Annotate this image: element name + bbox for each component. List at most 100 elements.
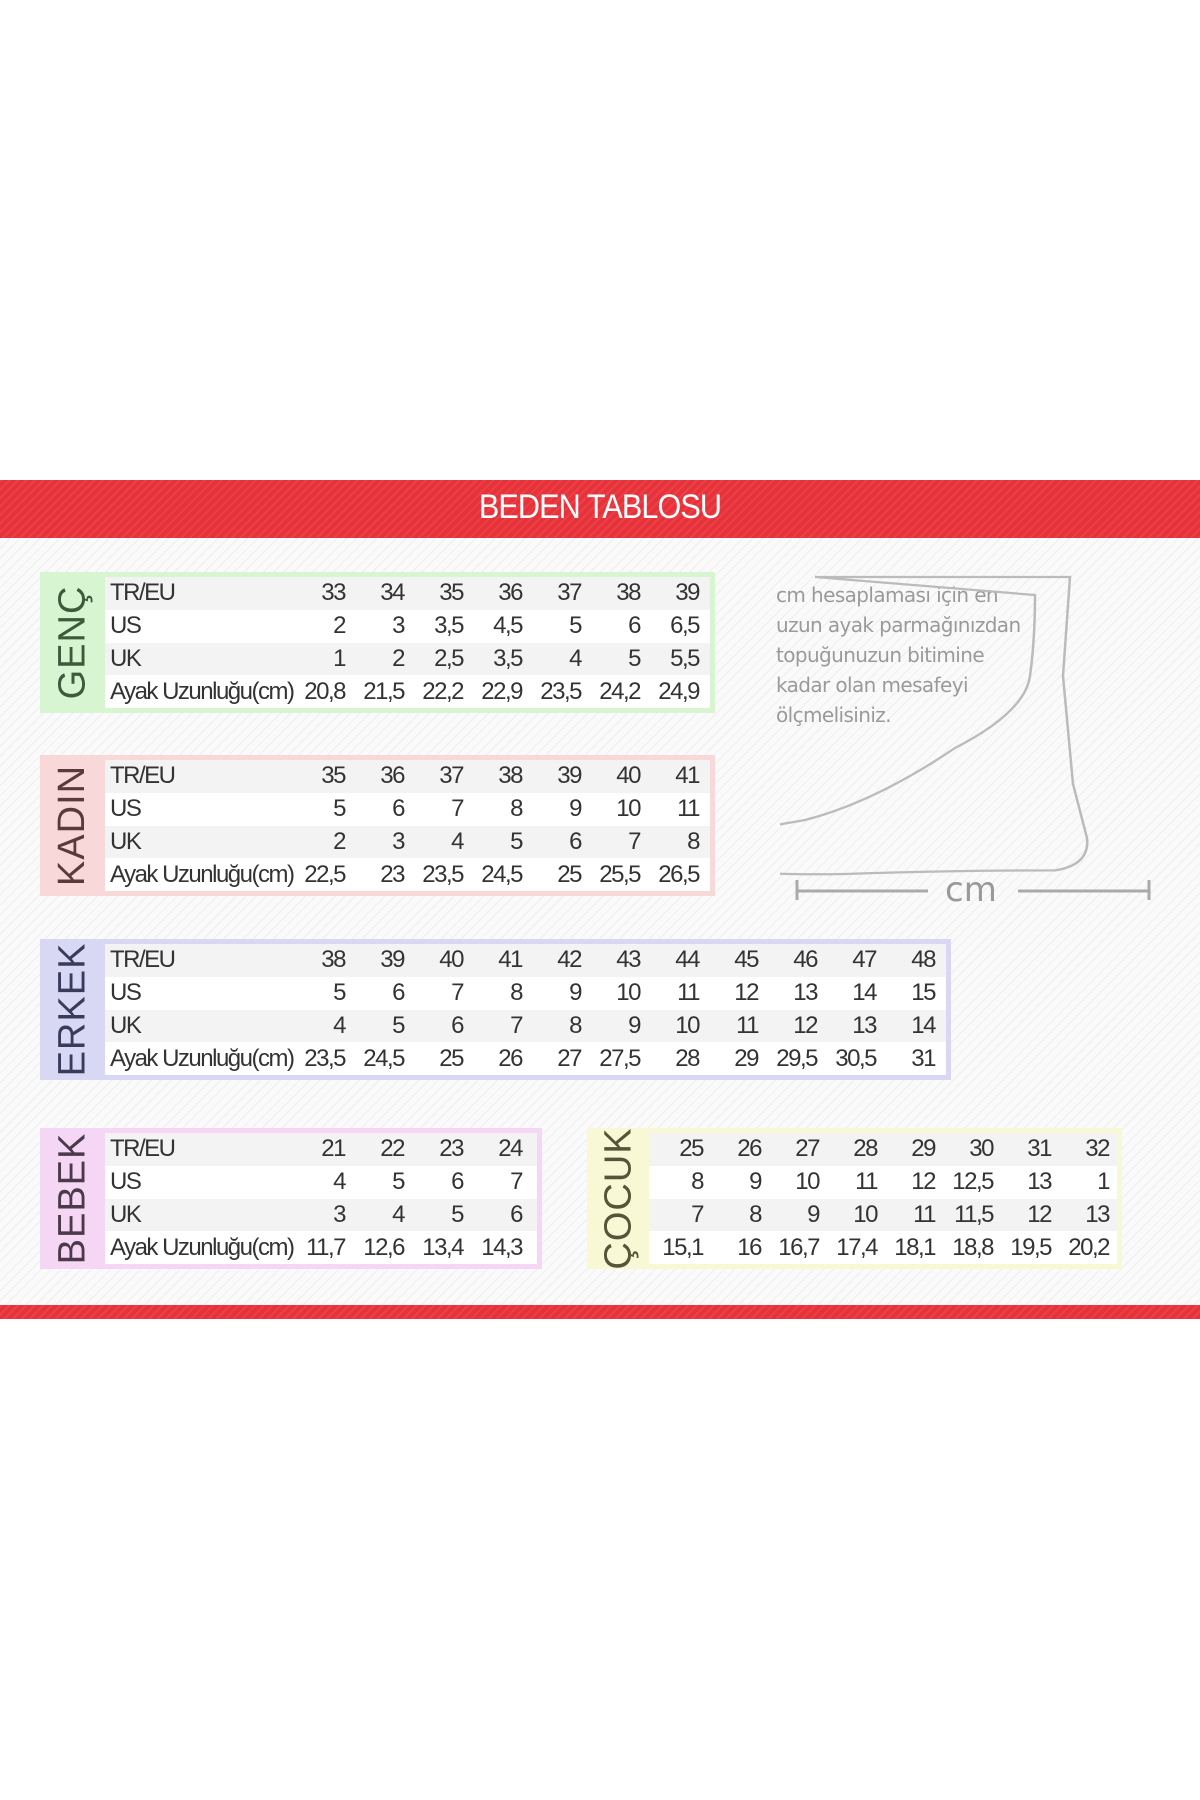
table-cell: 6: [628, 612, 641, 640]
table-cell: 12,5: [952, 1168, 994, 1196]
row-label: TR/EU: [110, 762, 176, 790]
table-cell: 21,5: [363, 677, 405, 705]
table-cell: 1: [333, 644, 346, 672]
size-table: TR/EU 33 34 35 36 37 38 39 US 2 3 3,5 4,5 5 6 6,5 UK 1 2 2,…: [105, 577, 710, 708]
table-cell: 38: [616, 579, 641, 607]
row-label: US: [110, 795, 142, 823]
table-row: Ayak Uzunluğu(cm) 22,5 23 23,5 24,5 25 25,5 26,…: [105, 858, 710, 891]
table-cell: 11: [913, 1200, 936, 1228]
table-cell: 9: [749, 1168, 762, 1196]
table-cell: 9: [807, 1200, 820, 1228]
table-cell: 10: [853, 1200, 878, 1228]
table-cell: 8: [510, 795, 523, 823]
table-cell: 21: [321, 1135, 346, 1163]
table-row: UK 4 5 6 7 8 9 10 11 12 13 14: [105, 1009, 946, 1043]
table-cell: 13: [793, 979, 818, 1007]
category-label: BEBEK: [40, 1128, 105, 1269]
table-cell: 2,5: [434, 644, 464, 672]
table-row: 15,1 16 16,7 17,4 18,1 18,8 19,5 20,2: [649, 1231, 1117, 1264]
table-cell: 11,5: [954, 1200, 994, 1228]
cm-label: cm: [945, 870, 997, 910]
table-cell: 48: [911, 946, 936, 974]
table-cell: 23: [380, 860, 405, 888]
table-cell: 6,5: [670, 612, 700, 640]
table-cell: 3,5: [493, 644, 523, 672]
table-cell: 11,7: [306, 1233, 346, 1261]
table-cell: 6: [569, 827, 582, 855]
table-cell: 7: [510, 1011, 523, 1039]
table-row: 7 8 9 10 11 11,5 12 13: [649, 1198, 1117, 1232]
row-label: UK: [110, 644, 142, 672]
table-cell: 6: [392, 979, 405, 1007]
table-cell: 39: [557, 762, 582, 790]
table-cell: 2: [333, 612, 346, 640]
category-label: GENÇ: [40, 572, 105, 713]
category-label-text: GENÇ: [51, 585, 94, 700]
table-row: US 5 6 7 8 9 10 11: [105, 793, 710, 826]
row-label: TR/EU: [110, 946, 176, 974]
table-cell: 32: [1085, 1135, 1110, 1163]
table-cell: 23: [439, 1135, 464, 1163]
table-cell: 34: [380, 579, 405, 607]
size-table-cocuk: ÇOCUK 25 26 27 28 29 30 31 32 8 9 10 11 12 12,5 13 1 7 8 9 1…: [587, 1127, 1122, 1270]
table-cell: 39: [380, 946, 405, 974]
table-cell: 23,5: [540, 677, 582, 705]
table-cell: 7: [510, 1168, 523, 1196]
table-cell: 8: [687, 827, 700, 855]
table-cell: 1: [1097, 1168, 1110, 1196]
table-cell: 29: [734, 1044, 759, 1072]
table-cell: 5: [333, 795, 346, 823]
table-cell: 7: [628, 827, 641, 855]
table-row: Ayak Uzunluğu(cm) 11,7 12,6 13,4 14,3: [105, 1231, 537, 1264]
table-cell: 5: [628, 644, 641, 672]
table-cell: 22,5: [304, 860, 346, 888]
row-label: UK: [110, 827, 142, 855]
table-cell: 20,8: [304, 677, 346, 705]
table-cell: 15,1: [662, 1233, 704, 1261]
row-label: Ayak Uzunluğu(cm): [110, 1233, 295, 1261]
size-table-bebek: BEBEK TR/EU 21 22 23 24 US 4 5 6 7 UK 3 4 5 6 Ayak Uzunl…: [40, 1128, 542, 1269]
row-label: US: [110, 979, 142, 1007]
table-cell: 22,2: [422, 677, 464, 705]
table-cell: 13: [1085, 1200, 1110, 1228]
table-cell: 23,5: [304, 1044, 346, 1072]
table-cell: 37: [557, 579, 582, 607]
table-cell: 41: [675, 762, 700, 790]
row-label: UK: [110, 1011, 142, 1039]
table-cell: 29: [911, 1135, 936, 1163]
table-row: Ayak Uzunluğu(cm) 20,8 21,5 22,2 22,9 23,5 24,…: [105, 675, 710, 708]
table-cell: 36: [380, 762, 405, 790]
table-cell: 25: [679, 1135, 704, 1163]
table-cell: 27: [795, 1135, 820, 1163]
table-cell: 30: [969, 1135, 994, 1163]
page-title: BEDEN TABLOSU: [478, 488, 722, 526]
row-label: Ayak Uzunluğu(cm): [110, 860, 295, 888]
table-cell: 6: [451, 1168, 464, 1196]
table-cell: 10: [616, 795, 641, 823]
table-cell: 16,7: [778, 1233, 820, 1261]
table-cell: 37: [439, 762, 464, 790]
table-cell: 24,5: [363, 1044, 405, 1072]
table-cell: 7: [451, 979, 464, 1007]
table-cell: 4,5: [493, 612, 523, 640]
table-cell: 6: [392, 795, 405, 823]
table-cell: 18,8: [952, 1233, 994, 1261]
table-cell: 29,5: [776, 1044, 818, 1072]
table-cell: 26: [737, 1135, 762, 1163]
table-cell: 38: [321, 946, 346, 974]
table-row: US 4 5 6 7: [105, 1166, 537, 1199]
table-cell: 28: [675, 1044, 700, 1072]
table-cell: 25: [557, 860, 582, 888]
table-cell: 12: [734, 979, 759, 1007]
category-label-text: BEBEK: [51, 1132, 94, 1265]
table-cell: 3: [392, 612, 405, 640]
table-cell: 4: [333, 1011, 346, 1039]
table-cell: 10: [616, 979, 641, 1007]
footer-bar: [0, 1305, 1200, 1319]
table-cell: 9: [569, 795, 582, 823]
table-cell: 11: [677, 795, 700, 823]
table-cell: 27,5: [599, 1044, 641, 1072]
table-cell: 5: [392, 1011, 405, 1039]
size-table: 25 26 27 28 29 30 31 32 8 9 10 11 12 12,5 13 1 7 8 9 10 11 11…: [649, 1133, 1117, 1264]
table-cell: 9: [569, 979, 582, 1007]
